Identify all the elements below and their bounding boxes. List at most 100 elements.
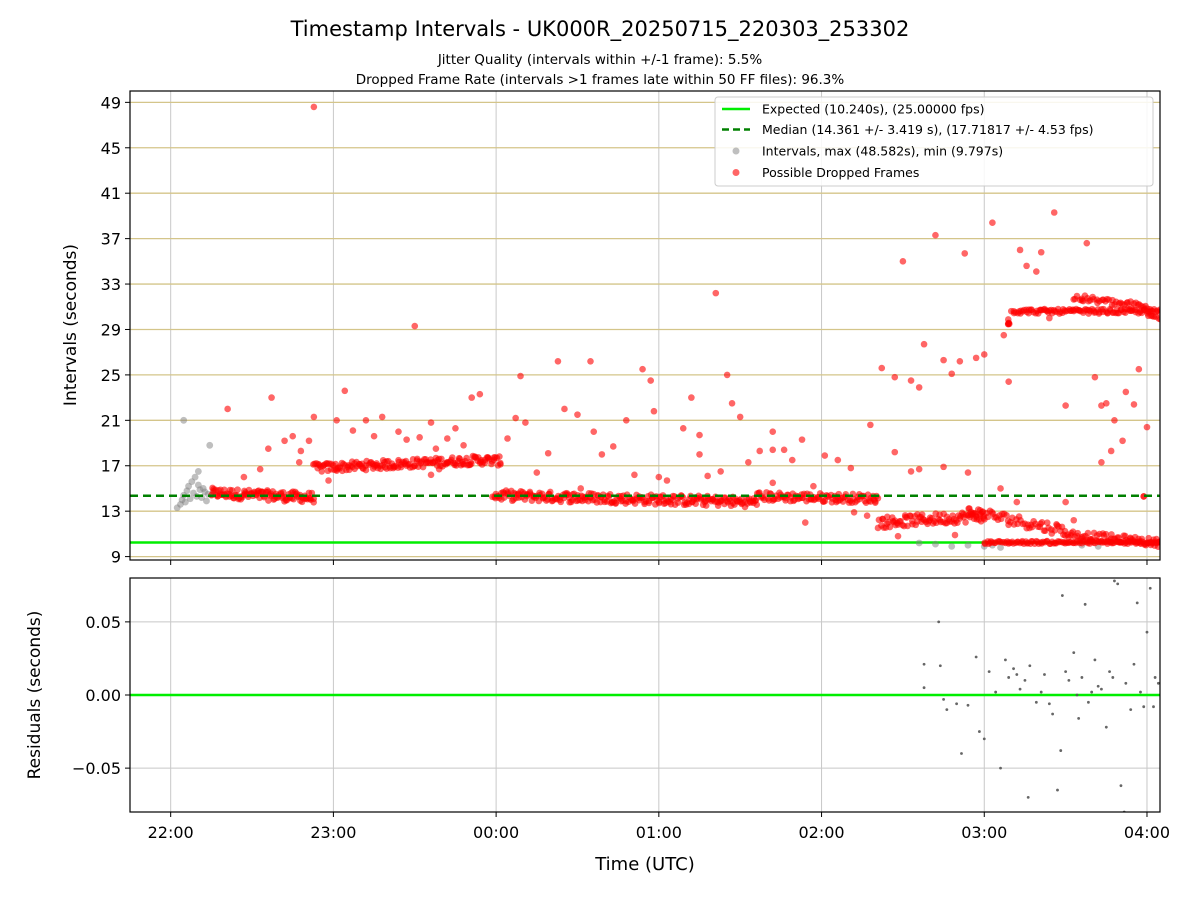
dropped-frame-point bbox=[362, 466, 370, 474]
interval-point bbox=[194, 468, 202, 475]
dropped-frame-point bbox=[1159, 282, 1160, 284]
dropped-frame-point bbox=[517, 372, 524, 380]
intervals-y-tick-label: 9 bbox=[111, 548, 121, 567]
residual-point bbox=[1113, 579, 1116, 583]
residual-point bbox=[1056, 788, 1059, 792]
dropped-frame-point bbox=[1033, 268, 1040, 275]
residual-point bbox=[977, 730, 981, 733]
interval-point bbox=[915, 539, 923, 547]
dropped-frame-point bbox=[920, 340, 928, 348]
dropped-frame-point bbox=[256, 465, 264, 473]
residual-point bbox=[1170, 685, 1173, 688]
x-tick-label: 22:00 bbox=[148, 823, 194, 842]
dropped-frame-point bbox=[279, 488, 287, 496]
residual-point bbox=[945, 708, 949, 712]
dropped-frame-point bbox=[1003, 512, 1010, 519]
dropped-frame-point bbox=[504, 435, 511, 442]
dropped-frame-point bbox=[1157, 315, 1160, 323]
residual-point bbox=[1093, 658, 1097, 662]
residuals-y-tick-label: 0.05 bbox=[85, 613, 121, 632]
dropped-frame-point bbox=[310, 103, 318, 111]
dropped-frame-point bbox=[655, 499, 663, 507]
dropped-frame-point bbox=[228, 487, 236, 494]
residual-point bbox=[1156, 681, 1160, 685]
dropped-frame-point bbox=[476, 390, 484, 398]
dropped-frame-point bbox=[650, 407, 658, 415]
residual-point bbox=[1039, 690, 1043, 694]
dropped-frame-point bbox=[497, 461, 504, 468]
x-tick-label: 00:00 bbox=[473, 823, 519, 842]
residual-point bbox=[1111, 676, 1115, 679]
dropped-frame-point bbox=[915, 384, 923, 391]
dropped-frame-point bbox=[1130, 401, 1138, 408]
residual-point bbox=[1007, 676, 1011, 679]
residual-point bbox=[1108, 670, 1111, 673]
dropped-frame-point bbox=[411, 322, 419, 330]
dropped-frame-point bbox=[496, 453, 503, 460]
dropped-frame-point bbox=[1062, 402, 1069, 409]
residual-point bbox=[1139, 690, 1142, 694]
dropped-frame-point bbox=[745, 459, 752, 466]
residual-point bbox=[999, 766, 1002, 770]
dropped-frame-point bbox=[460, 442, 467, 449]
dropped-frame-point bbox=[940, 463, 947, 471]
residual-point bbox=[1060, 594, 1064, 597]
dropped-frame-point bbox=[427, 419, 435, 426]
dropped-frame-point bbox=[940, 356, 947, 364]
residual-point bbox=[1181, 701, 1184, 704]
residual-point bbox=[1018, 687, 1022, 691]
dropped-frame-point bbox=[1000, 331, 1008, 339]
dropped-frame-point bbox=[850, 509, 858, 516]
dropped-frame-point bbox=[1013, 498, 1021, 506]
residual-point bbox=[1026, 795, 1030, 799]
x-tick-label: 04:00 bbox=[1124, 823, 1170, 842]
residual-point bbox=[1142, 705, 1146, 709]
dropped-frame-point bbox=[962, 519, 969, 526]
dropped-frame-point bbox=[821, 497, 829, 505]
dropped-frame-point bbox=[1023, 262, 1030, 270]
intervals-y-tick-label: 29 bbox=[101, 320, 121, 339]
interval-point bbox=[964, 541, 972, 549]
dropped-frame-point bbox=[1143, 423, 1151, 431]
dropped-frame-point bbox=[984, 513, 992, 521]
dropped-frame-point bbox=[702, 502, 710, 509]
residual-point bbox=[1077, 717, 1081, 720]
x-tick-label: 03:00 bbox=[961, 823, 1007, 842]
dropped-frame-point bbox=[704, 472, 711, 480]
interval-point bbox=[932, 540, 939, 548]
residual-point bbox=[1096, 684, 1100, 688]
dropped-frame-point bbox=[1119, 437, 1126, 445]
dropped-frame-point bbox=[1107, 447, 1115, 455]
dropped-frame-point bbox=[961, 250, 969, 257]
residual-point bbox=[1172, 672, 1175, 675]
chart-title: Timestamp Intervals - UK000R_20250715_22… bbox=[290, 17, 910, 42]
residual-point bbox=[1145, 630, 1149, 634]
dropped-frame-point bbox=[907, 377, 915, 384]
dropped-frame-point bbox=[1083, 239, 1091, 247]
dropped-frame-point bbox=[1037, 248, 1045, 256]
residual-point bbox=[1132, 662, 1136, 666]
residual-point bbox=[1028, 664, 1032, 668]
dropped-frame-point bbox=[522, 419, 529, 426]
residual-point bbox=[1051, 712, 1055, 716]
dropped-frame-point bbox=[234, 486, 241, 493]
dropped-frame-point bbox=[403, 436, 410, 443]
intervals-axes-frame bbox=[129, 90, 1161, 561]
dropped-frame-point bbox=[863, 512, 871, 520]
dropped-frame-point bbox=[956, 357, 964, 365]
dropped-frame-point bbox=[1004, 316, 1012, 323]
dropped-frame-point bbox=[997, 485, 1004, 492]
dropped-frame-point bbox=[305, 437, 313, 445]
dropped-frame-point bbox=[723, 371, 731, 379]
dropped-frame-point bbox=[801, 519, 809, 526]
dropped-frame-point bbox=[554, 357, 562, 365]
dropped-frame-point bbox=[964, 469, 972, 476]
legend-dropped-label: Possible Dropped Frames bbox=[762, 165, 919, 180]
dropped-frame-point bbox=[452, 424, 459, 432]
dropped-frame-point bbox=[696, 451, 703, 458]
dropped-frame-point bbox=[752, 496, 760, 504]
residual-point bbox=[1080, 676, 1084, 679]
dropped-frame-point bbox=[443, 435, 451, 442]
dropped-frame-point bbox=[891, 448, 899, 456]
